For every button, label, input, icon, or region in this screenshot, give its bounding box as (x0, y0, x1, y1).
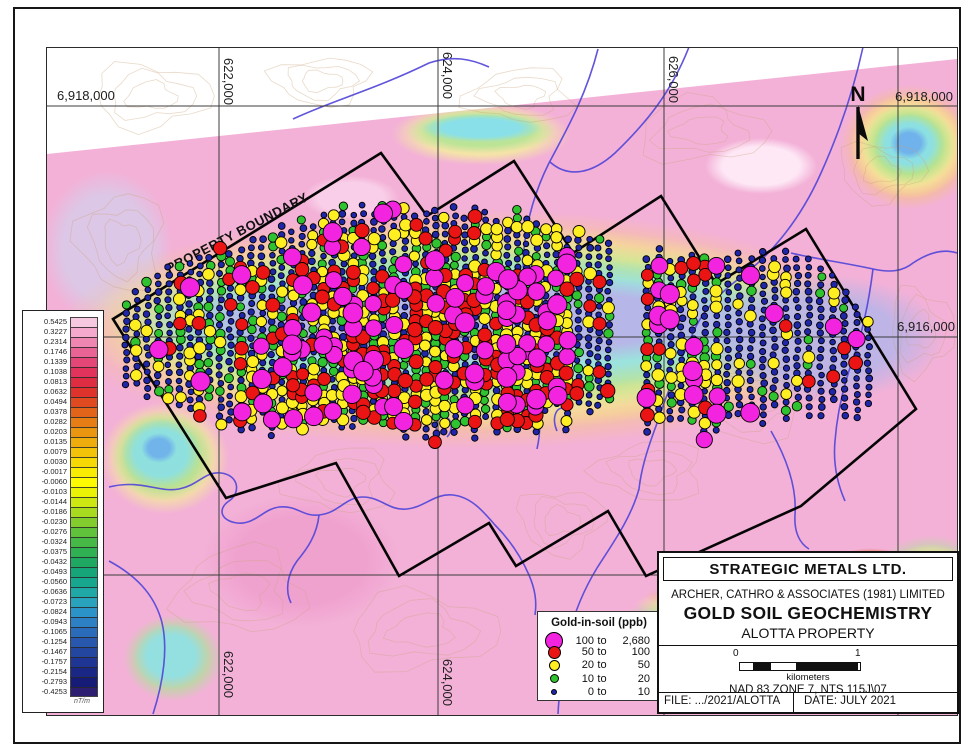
north-arrow: N (850, 83, 868, 159)
scale-row: -0.4253 (25, 687, 99, 697)
scale-row: -0.0824 (25, 607, 99, 617)
scale-row: -0.1065 (25, 627, 99, 637)
grid-label: 626,000 (666, 56, 681, 103)
scalebar (739, 662, 861, 671)
datum-note: NAD 83 ZONE 7, NTS 115J\07 (729, 684, 887, 696)
scale-row: -0.2793 (25, 677, 99, 687)
magnetic-scale-unit: nT/m (74, 698, 90, 705)
scalebar-tick-0: 0 (733, 648, 739, 659)
scalebar-unit: kilometers (786, 672, 830, 683)
scale-row: 0.1038 (25, 367, 99, 377)
scale-row: 0.0813 (25, 377, 99, 387)
map-svg: 6,918,000 6,918,000 6,916,000 622,000 624,00… (47, 48, 957, 715)
scale-row: -0.0103 (25, 487, 99, 497)
gold-legend-title: Gold-in-soil (ppb) (551, 617, 647, 629)
scale-row: -0.0276 (25, 527, 99, 537)
gold-legend-rows: 100 to 2,680 50 to 100 20 to 50 10 to 20 0 to 10 (542, 632, 656, 699)
title-block-divider (659, 645, 957, 646)
scale-row: 0.0494 (25, 397, 99, 407)
file-note: FILE: .../2021/ALOTTA (659, 693, 794, 712)
map-area: 6,918,000 6,918,000 6,916,000 622,000 624,00… (46, 47, 958, 716)
scale-row: 0.0203 (25, 427, 99, 437)
legend-row: 0 to 10 (542, 686, 656, 699)
legend-class-dot (549, 674, 559, 684)
grid-label: 624,000 (440, 659, 455, 706)
scale-row: -0.0324 (25, 537, 99, 547)
grid-label: 6,918,000 (895, 89, 953, 104)
legend-class-dot (551, 689, 557, 696)
scale-row: 0.0378 (25, 407, 99, 417)
company-name: STRATEGIC METALS LTD. (663, 557, 953, 581)
legend-row: 50 to 100 (542, 645, 656, 659)
scale-row: -0.0560 (25, 577, 99, 587)
legend-class-dot (548, 659, 560, 671)
legend-class-dot (547, 645, 561, 659)
scale-row: 0.0079 (25, 447, 99, 457)
scale-row: -0.0017 (25, 467, 99, 477)
scale-row: 0.2314 (25, 337, 99, 347)
gold-legend: Gold-in-soil (ppb) 100 to 2,680 50 to 100 20 to… (537, 611, 661, 701)
north-label: N (850, 83, 865, 106)
scale-row: -0.2154 (25, 667, 99, 677)
scale-row: 0.5425 (25, 317, 99, 327)
scale-row: -0.0943 (25, 617, 99, 627)
scale-row: -0.1467 (25, 647, 99, 657)
topo-contours (69, 57, 956, 673)
raster-top-edge (47, 48, 957, 154)
scale-row: -0.0144 (25, 497, 99, 507)
scale-row: -0.0186 (25, 507, 99, 517)
map-title: GOLD SOIL GEOCHEMISTRY (683, 603, 933, 623)
magnetic-scale-panel: 0.5425 0.3227 0.2314 0.1746 0.1339 0.1038 0.08… (22, 310, 104, 713)
scale-row: 0.0282 (25, 417, 99, 427)
grid-label: 6,918,000 (57, 88, 115, 103)
legend-row: 10 to 20 (542, 672, 656, 685)
scale-row: -0.0636 (25, 587, 99, 597)
scale-row: 0.0135 (25, 437, 99, 447)
grid-label: 622,000 (221, 58, 236, 105)
soil-sample-dots (121, 200, 874, 449)
legend-row: 20 to 50 (542, 659, 656, 672)
grid-label: 622,000 (221, 651, 236, 698)
scale-row: 0.0030 (25, 457, 99, 467)
scale-row: -0.0493 (25, 567, 99, 577)
title-block: STRATEGIC METALS LTD. ARCHER, CATHRO & A… (657, 551, 959, 714)
scale-row: -0.0060 (25, 477, 99, 487)
title-block-footer: FILE: .../2021/ALOTTA DATE: JULY 2021 (659, 692, 957, 712)
scale-row: -0.0375 (25, 547, 99, 557)
scale-row: 0.0632 (25, 387, 99, 397)
grid-label: 624,000 (440, 52, 455, 99)
grid-label: 6,916,000 (897, 319, 955, 334)
legend-row: 100 to 2,680 (542, 632, 656, 650)
scale-row: -0.0723 (25, 597, 99, 607)
scale-row: 0.1339 (25, 357, 99, 367)
grid-coordinate-labels: 6,918,000 6,918,000 6,916,000 622,000 624,00… (57, 52, 955, 706)
date-note: DATE: JULY 2021 (804, 695, 897, 707)
property-name: ALOTTA PROPERTY (741, 625, 875, 641)
scale-row: -0.0432 (25, 557, 99, 567)
scalebar-tick-1: 1 (855, 648, 861, 659)
scale-row: -0.1757 (25, 657, 99, 667)
scale-row: -0.1254 (25, 637, 99, 647)
scale-row: 0.3227 (25, 327, 99, 337)
scale-row: 0.1746 (25, 347, 99, 357)
magnetic-scale-rows: 0.5425 0.3227 0.2314 0.1746 0.1339 0.1038 0.08… (25, 317, 99, 697)
consultant-name: ARCHER, CATHRO & ASSOCIATES (1981) LIMIT… (671, 589, 945, 601)
scale-row: -0.0230 (25, 517, 99, 527)
